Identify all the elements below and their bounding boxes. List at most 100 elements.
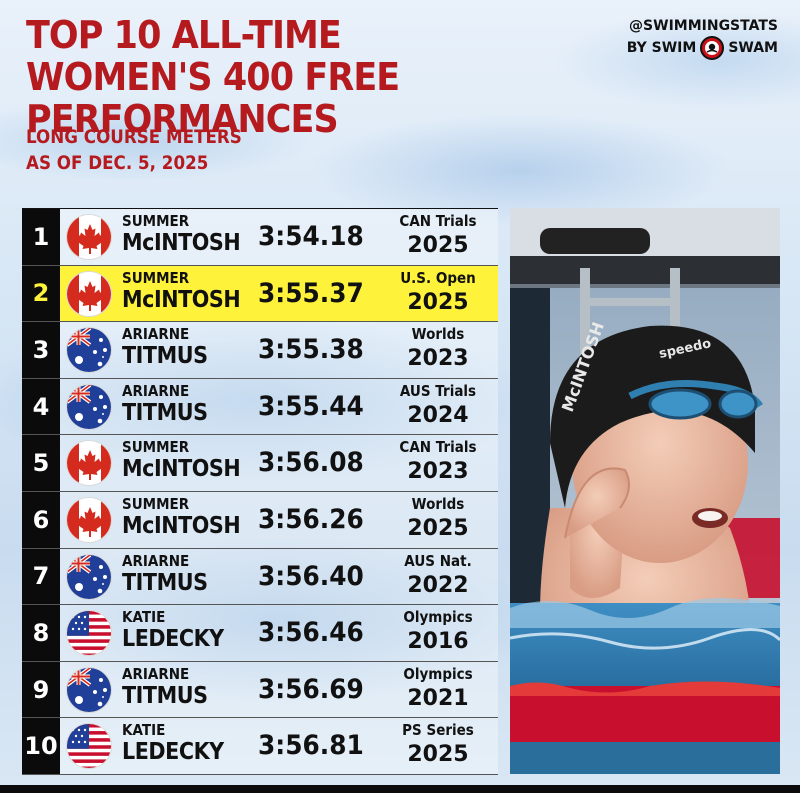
swim-time: 3:56.40	[258, 560, 364, 592]
rank-number: 3	[22, 322, 60, 378]
meet-name: AUS Nat.	[404, 551, 472, 570]
meet-name: U.S. Open	[400, 268, 476, 287]
swim-time: 3:56.69	[258, 673, 364, 705]
row-body: SUMMER McINTOSH 3:56.08 CAN Trials 2023	[60, 435, 498, 491]
australia-flag-icon	[66, 327, 112, 374]
brand-byline: BY SWIM SWAM	[608, 36, 778, 60]
swimmer-last-name: LEDECKY	[122, 739, 224, 766]
subtitle-line-1: LONG COURSE METERS	[26, 126, 242, 148]
meet-year: 2022	[407, 572, 469, 598]
usa-flag-icon	[66, 610, 112, 657]
rank-number: 2	[22, 265, 60, 322]
ranking-row: 4 ARIARNE TITMUS 3:55.44 AUS Trials 2024	[22, 378, 498, 436]
title-line-2: WOMEN'S 400 FREE PERFORMANCES	[26, 55, 400, 141]
row-body: ARIARNE TITMUS 3:56.40 AUS Nat. 2022	[60, 548, 498, 605]
ranking-row: 10 KATIE LEDECKY 3:56.81 PS Series 2025	[22, 718, 498, 775]
swimmer-last-name: TITMUS	[122, 682, 208, 709]
swimmer-last-name: LEDECKY	[122, 626, 224, 653]
rank-number: 8	[22, 605, 60, 661]
rank-number: 7	[22, 548, 60, 605]
ranking-row: 2 SUMMER McINTOSH 3:55.37 U.S. Open 2025	[22, 265, 498, 323]
swim-time: 3:56.08	[258, 447, 364, 479]
swimmer-last-name: TITMUS	[122, 569, 208, 596]
meet-name: Olympics	[403, 608, 473, 627]
swimmer-first-name: SUMMER	[122, 438, 190, 457]
brand-name: SWAM	[728, 40, 778, 56]
swim-time: 3:56.81	[258, 730, 364, 762]
meet-name: CAN Trials	[399, 438, 477, 457]
australia-flag-icon	[66, 383, 112, 430]
meet-year: 2021	[407, 685, 469, 711]
swimmer-first-name: KATIE	[122, 721, 166, 740]
swimmer-photo: McINTOSH speedo	[510, 208, 780, 774]
meet-name: Olympics	[403, 664, 473, 683]
ranking-row: 5 SUMMER McINTOSH 3:56.08 CAN Trials 2023	[22, 435, 498, 492]
swim-time: 3:55.44	[258, 390, 364, 422]
row-body: SUMMER McINTOSH 3:55.37 U.S. Open 2025	[60, 265, 498, 322]
rank-number: 4	[22, 378, 60, 435]
ranking-row: 9 ARIARNE TITMUS 3:56.69 Olympics 2021	[22, 661, 498, 719]
swimmer-first-name: ARIARNE	[122, 551, 190, 570]
swim-time: 3:55.38	[258, 334, 364, 366]
ranking-row: 7 ARIARNE TITMUS 3:56.40 AUS Nat. 2022	[22, 548, 498, 606]
ranking-row: 1 SUMMER McINTOSH 3:54.18 CAN Trials 2025	[22, 209, 498, 266]
swimmer-last-name: McINTOSH	[122, 513, 241, 539]
brand-handle: @SWIMMINGSTATS	[629, 18, 778, 34]
canada-flag-icon	[66, 270, 112, 317]
ranking-row: 3 ARIARNE TITMUS 3:55.38 Worlds 2023	[22, 322, 498, 379]
swimmer-photo-icon: McINTOSH speedo	[510, 208, 780, 774]
swimmer-first-name: SUMMER	[122, 212, 190, 230]
row-body: KATIE LEDECKY 3:56.81 PS Series 2025	[60, 718, 498, 774]
swimswam-logo-icon	[700, 36, 725, 60]
meet-year: 2023	[407, 346, 469, 372]
australia-flag-icon	[66, 553, 112, 600]
meet-name: AUS Trials	[399, 381, 477, 400]
swim-time: 3:54.18	[258, 221, 364, 252]
swim-time: 3:55.37	[258, 277, 364, 309]
swim-time: 3:56.26	[258, 504, 364, 535]
title-line-1: TOP 10 ALL-TIME	[26, 13, 342, 57]
australia-flag-icon	[66, 666, 112, 713]
row-body: ARIARNE TITMUS 3:55.38 Worlds 2023	[60, 322, 498, 378]
row-body: SUMMER McINTOSH 3:56.26 Worlds 2025	[60, 492, 498, 548]
canada-flag-icon	[66, 440, 112, 487]
swimmer-first-name: ARIARNE	[122, 664, 190, 683]
meet-year: 2025	[407, 289, 469, 315]
rank-number: 9	[22, 661, 60, 718]
rank-number: 6	[22, 492, 60, 548]
swimmer-last-name: McINTOSH	[122, 286, 241, 313]
subtitle-line-2: AS OF DEC. 5, 2025	[26, 152, 209, 174]
canada-flag-icon	[66, 214, 112, 260]
swimmer-first-name: ARIARNE	[122, 325, 190, 344]
ranking-row: 8 KATIE LEDECKY 3:56.46 Olympics 2016	[22, 605, 498, 662]
page-title: TOP 10 ALL-TIME WOMEN'S 400 FREE PERFORM…	[26, 14, 615, 140]
meet-name: CAN Trials	[399, 212, 477, 230]
meet-year: 2025	[407, 742, 469, 768]
swimmer-last-name: TITMUS	[122, 399, 208, 426]
row-body: KATIE LEDECKY 3:56.46 Olympics 2016	[60, 605, 498, 661]
swimmer-last-name: McINTOSH	[122, 456, 241, 483]
meet-year: 2024	[407, 402, 469, 428]
swimmer-first-name: ARIARNE	[122, 381, 190, 400]
row-body: ARIARNE TITMUS 3:56.69 Olympics 2021	[60, 661, 498, 718]
swimmer-last-name: TITMUS	[122, 343, 208, 370]
swim-time: 3:56.46	[258, 617, 364, 649]
ranking-row: 6 SUMMER McINTOSH 3:56.26 Worlds 2025	[22, 492, 498, 549]
brand-block: @SWIMMINGSTATS BY SWIM SWAM	[608, 16, 778, 60]
rank-number: 1	[22, 209, 60, 265]
rank-number: 10	[22, 718, 60, 774]
row-body: ARIARNE TITMUS 3:55.44 AUS Trials 2024	[60, 378, 498, 435]
canada-flag-icon	[66, 497, 112, 543]
swimmer-first-name: SUMMER	[122, 268, 190, 287]
ranking-table: 1 SUMMER McINTOSH 3:54.18 CAN Trials 2025 2 SUM…	[22, 208, 498, 775]
meet-year: 2023	[407, 459, 469, 485]
meet-name: Worlds	[411, 495, 465, 513]
meet-name: Worlds	[411, 325, 465, 344]
swimmer-last-name: McINTOSH	[122, 230, 241, 256]
meet-year: 2025	[407, 233, 469, 258]
rank-number: 5	[22, 435, 60, 491]
usa-flag-icon	[66, 723, 112, 770]
page-subtitle: LONG COURSE METERS AS OF DEC. 5, 2025	[26, 124, 242, 176]
row-body: SUMMER McINTOSH 3:54.18 CAN Trials 2025	[60, 209, 498, 265]
